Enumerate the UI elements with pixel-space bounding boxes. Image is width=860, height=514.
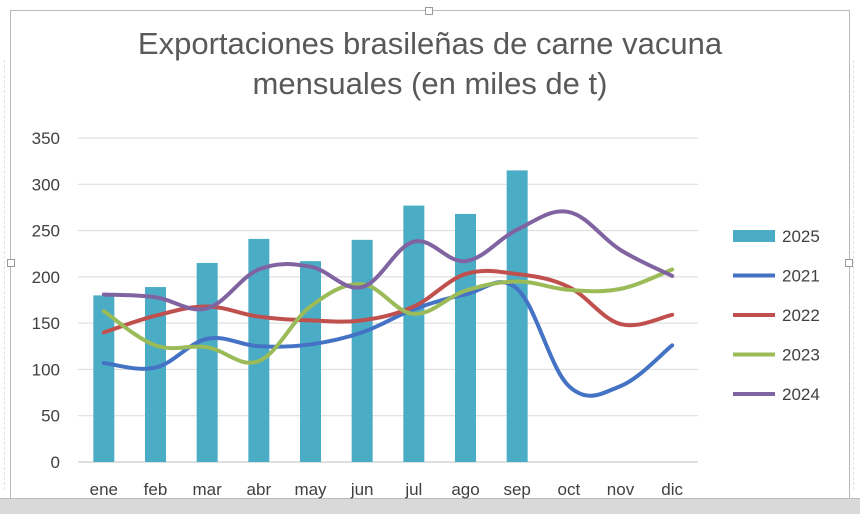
y-tick-label: 100 [32, 360, 60, 379]
x-tick-label: dic [661, 480, 683, 499]
sheet-gridline [853, 60, 855, 490]
x-tick-label: ene [90, 480, 118, 499]
sheet-scrollbar[interactable] [0, 498, 860, 514]
bar-2025-ene [93, 295, 115, 462]
y-tick-label: 250 [32, 222, 60, 241]
y-tick-label: 150 [32, 314, 60, 333]
legend-label-2024: 2024 [782, 385, 820, 404]
x-tick-label: ago [451, 480, 479, 499]
bar-2025-feb [145, 287, 166, 462]
series-line-2024 [101, 209, 675, 312]
x-tick-label: oct [557, 480, 580, 499]
resize-handle-left[interactable] [7, 259, 15, 267]
x-tick-label: may [294, 480, 327, 499]
bar-2025-jun [351, 239, 373, 462]
bar-2025-may [300, 261, 321, 462]
y-tick-label: 350 [32, 129, 60, 148]
bar-2025-jul [403, 205, 425, 462]
y-tick-label: 200 [32, 268, 60, 287]
y-tick-label: 50 [41, 407, 60, 426]
bar-2025-ago [455, 213, 476, 462]
bar-2025-abr [248, 238, 270, 462]
legend-swatch-2025 [733, 230, 775, 242]
resize-handle-top[interactable] [425, 7, 433, 15]
sheet-gridline [4, 60, 6, 490]
bar-2025-sep [506, 170, 528, 462]
x-tick-label: jul [404, 480, 422, 499]
resize-handle-right[interactable] [845, 259, 853, 267]
x-tick-label: jun [350, 480, 374, 499]
y-tick-label: 300 [32, 175, 60, 194]
series-line-2022 [101, 268, 675, 335]
bar-2025-mar [196, 262, 218, 462]
legend-label-2023: 2023 [782, 346, 820, 365]
x-tick-label: abr [247, 480, 272, 499]
x-tick-label: mar [193, 480, 223, 499]
legend-label-2021: 2021 [782, 267, 820, 286]
series-line-2021 [101, 280, 675, 398]
series-line-2023 [101, 267, 675, 365]
legend-label-2022: 2022 [782, 306, 820, 325]
y-tick-label: 0 [51, 453, 60, 472]
chart-title-line2: mensuales (en miles de t) [252, 66, 608, 101]
x-tick-label: sep [503, 480, 530, 499]
chart-title-line1: Exportaciones brasileñas de carne vacuna [137, 26, 723, 61]
x-tick-label: feb [144, 480, 168, 499]
x-tick-label: nov [607, 480, 635, 499]
legend-label-2025: 2025 [782, 227, 820, 246]
